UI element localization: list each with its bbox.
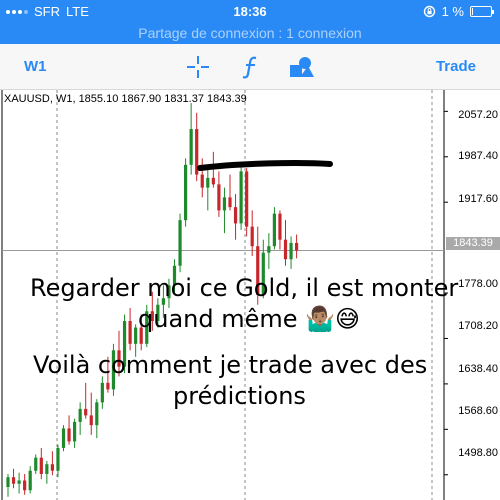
candle xyxy=(283,239,288,260)
candle xyxy=(195,129,199,175)
candle xyxy=(267,246,271,253)
candle xyxy=(261,252,265,295)
signal-icon xyxy=(6,9,28,14)
candle xyxy=(95,402,99,426)
battery-fill xyxy=(472,8,473,15)
candle xyxy=(78,408,82,422)
chart-toolbar: W1 Trade xyxy=(0,44,500,90)
candle xyxy=(150,311,154,322)
candle xyxy=(56,447,60,471)
candle xyxy=(17,480,21,484)
candle xyxy=(106,382,110,390)
candle xyxy=(134,327,138,344)
price-level: 1917.60 xyxy=(458,193,498,205)
candle xyxy=(89,415,93,426)
price-chart[interactable]: XAUUSD, W1, 1855.10 1867.90 1831.37 1843… xyxy=(0,90,500,500)
chart-header: XAUUSD, W1, 1855.10 1867.90 1831.37 1843… xyxy=(4,93,247,105)
candle xyxy=(245,171,249,227)
caption-line: Voilà comment je trade avec des xyxy=(33,351,428,379)
status-time: 18:36 xyxy=(233,4,267,19)
function-icon[interactable] xyxy=(238,54,264,80)
price-level: 1778.00 xyxy=(458,278,498,290)
price-level: 1708.20 xyxy=(458,320,498,332)
candle xyxy=(50,464,54,471)
candle xyxy=(139,327,143,344)
candle xyxy=(278,213,282,240)
candle xyxy=(289,242,293,260)
candle xyxy=(23,480,27,491)
candle xyxy=(6,477,10,487)
battery-icon xyxy=(470,6,494,17)
candle xyxy=(117,350,121,367)
candle xyxy=(28,470,32,491)
caption-line: prédictions xyxy=(173,382,306,410)
candle xyxy=(11,477,16,484)
candle xyxy=(233,207,238,224)
candle xyxy=(45,464,49,474)
price-level: 1638.40 xyxy=(458,363,498,375)
candle xyxy=(145,311,149,344)
battery-percent: 1 % xyxy=(441,4,464,19)
candle xyxy=(84,408,88,416)
candle xyxy=(295,242,299,251)
candle xyxy=(189,129,193,165)
candle xyxy=(222,197,227,211)
candle xyxy=(272,213,276,247)
candle xyxy=(128,321,132,344)
trade-button[interactable]: Trade xyxy=(435,58,476,75)
candle xyxy=(250,226,254,247)
candle xyxy=(100,382,104,403)
candle xyxy=(67,428,71,442)
caption-line: quand même 🤷🏽‍♂️😅 xyxy=(138,305,361,333)
candle xyxy=(200,174,204,188)
carrier-label: SFR xyxy=(34,4,60,19)
candle xyxy=(161,298,165,305)
current-price-badge: 1843.39 xyxy=(446,237,500,250)
hotspot-banner[interactable]: Partage de connexion : 1 connexion xyxy=(0,22,500,44)
period-button[interactable]: W1 xyxy=(24,58,47,75)
caption-line: Regarder moi ce Gold, il est monter xyxy=(30,274,459,302)
candle xyxy=(206,177,210,188)
candle xyxy=(156,304,160,322)
candle xyxy=(211,177,215,185)
candle xyxy=(61,428,66,448)
candle xyxy=(167,285,171,299)
status-left: SFR LTE xyxy=(6,4,89,19)
candle xyxy=(228,197,232,208)
candle xyxy=(256,246,260,295)
candle xyxy=(184,164,188,221)
candle xyxy=(122,321,127,367)
candle xyxy=(239,171,243,224)
candlestick-chart[interactable] xyxy=(0,90,500,500)
price-level: 1498.80 xyxy=(458,447,498,459)
price-level: 1568.60 xyxy=(458,405,498,417)
candle xyxy=(172,265,177,286)
objects-icon[interactable] xyxy=(288,54,314,80)
candle xyxy=(39,457,43,474)
price-level: 1987.40 xyxy=(458,150,498,162)
candle xyxy=(34,457,38,471)
crosshair-icon[interactable] xyxy=(185,54,211,80)
network-label: LTE xyxy=(66,4,89,19)
status-bar: SFR LTE 18:36 1 % xyxy=(0,0,500,22)
price-level: 2057.20 xyxy=(458,109,498,121)
candle xyxy=(217,184,221,211)
status-right: 1 % xyxy=(423,4,494,19)
rotation-lock-icon xyxy=(423,5,435,18)
candle xyxy=(178,220,182,266)
candle xyxy=(111,350,116,390)
scribble-annotation xyxy=(197,160,333,171)
candle xyxy=(73,421,77,442)
